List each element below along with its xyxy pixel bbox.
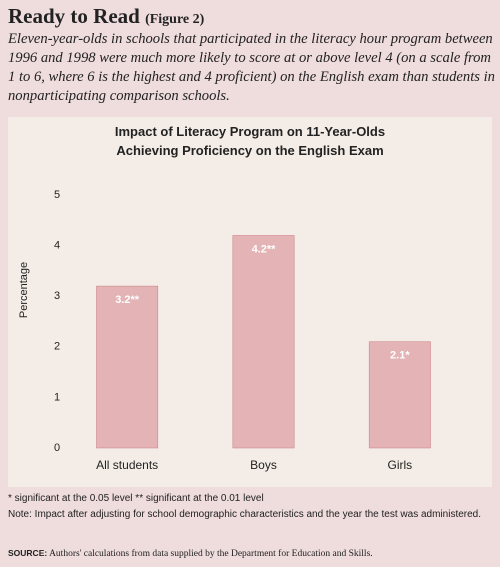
source-label: SOURCE: xyxy=(8,548,48,558)
y-tick-label: 1 xyxy=(54,391,60,403)
note: Note: Impact after adjusting for school … xyxy=(8,509,482,520)
title-text: Ready to Read xyxy=(8,4,140,28)
value-label: 2.1* xyxy=(390,350,410,362)
source-text: Authors' calculations from data supplied… xyxy=(49,549,373,559)
source: SOURCE: Authors' calculations from data … xyxy=(8,548,496,559)
header-title: Ready to Read (Figure 2) xyxy=(8,4,204,29)
x-tick-label: Girls xyxy=(387,458,412,472)
y-axis-label: Percentage xyxy=(18,262,30,318)
intro: Eleven-year-olds in schools that partici… xyxy=(8,31,495,104)
chart-title: Impact of Literacy Program on 11-Year-Ol… xyxy=(114,124,386,158)
y-tick-label: 0 xyxy=(54,442,60,454)
chart: Percentage 0 1 2 3 4 5 All students 3.2** Boys 4.… xyxy=(18,189,431,472)
value-label: 3.2** xyxy=(115,294,140,306)
bar xyxy=(232,235,295,449)
bar xyxy=(96,285,159,449)
y-tick-label: 2 xyxy=(54,341,60,353)
y-tick-label: 3 xyxy=(54,290,60,302)
figure-number: (Figure 2) xyxy=(145,12,205,27)
notes: * significant at the 0.05 level ** signi… xyxy=(8,493,496,525)
note: * significant at the 0.05 level ** signi… xyxy=(8,493,264,504)
x-tick-label: All students xyxy=(96,458,158,472)
y-tick-label: 5 xyxy=(54,189,60,201)
value-label: 4.2** xyxy=(252,243,277,255)
x-tick-label: Boys xyxy=(250,458,277,472)
y-tick-label: 4 xyxy=(54,240,60,252)
chart-panel: Impact of Literacy Program on 11-Year-Ol… xyxy=(8,117,492,487)
bar xyxy=(368,341,431,449)
